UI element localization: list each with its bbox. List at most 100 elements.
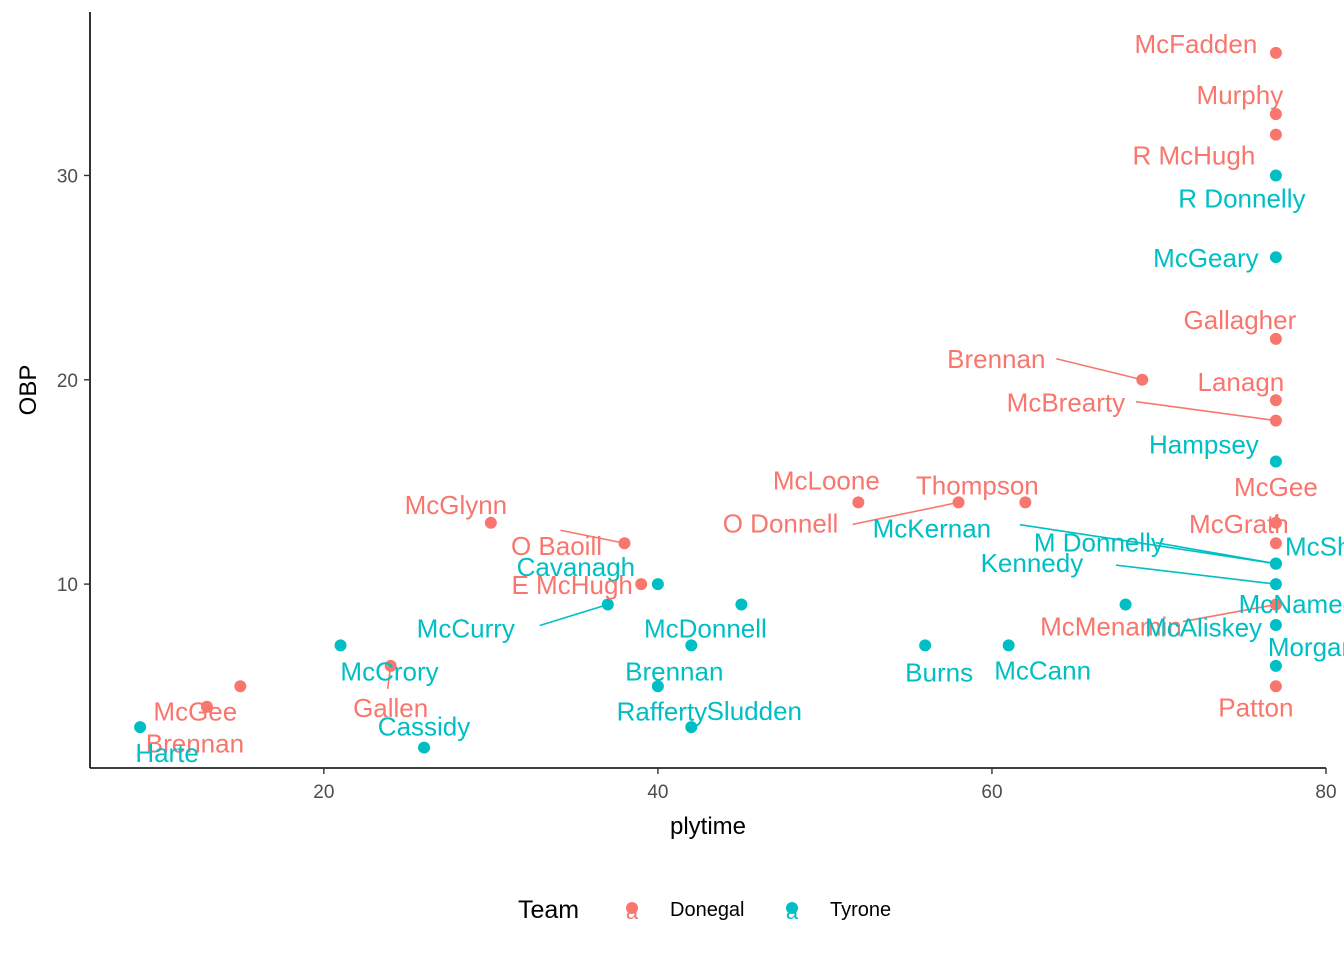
data-point-tyrone xyxy=(1269,557,1282,570)
data-point-donegal xyxy=(1269,108,1282,121)
data-point-tyrone xyxy=(651,578,664,591)
data-point-tyrone xyxy=(735,598,748,611)
data-point-donegal xyxy=(1269,414,1282,427)
point-label: Morgan xyxy=(1268,632,1344,662)
data-point-tyrone xyxy=(1119,598,1132,611)
point-label: Cassidy xyxy=(378,712,470,742)
data-point-donegal xyxy=(1269,516,1282,529)
point-label: McKernan xyxy=(873,514,992,544)
label-leader-lines xyxy=(386,358,1277,689)
data-point-tyrone xyxy=(1269,659,1282,672)
y-tick-label: 10 xyxy=(57,575,78,596)
legend-key-donegal xyxy=(626,902,638,914)
data-point-donegal xyxy=(1269,680,1282,693)
axes: 20 40 60 80 10 20 30 xyxy=(57,12,1337,803)
label-leader-line xyxy=(1019,523,1277,565)
data-point-tyrone xyxy=(1269,169,1282,182)
point-label: Gallen xyxy=(353,693,428,723)
label-leader-line xyxy=(1056,358,1143,381)
data-point-donegal xyxy=(1019,496,1032,509)
data-point-donegal xyxy=(1269,46,1282,59)
point-label: McAliskey xyxy=(1145,613,1262,643)
y-tick-label: 20 xyxy=(57,371,78,392)
point-label: Brennan xyxy=(947,344,1045,374)
data-point-tyrone xyxy=(1269,618,1282,631)
point-label: Cavanagh xyxy=(517,552,636,582)
point-label: McGlynn xyxy=(405,490,508,520)
legend-key-glyph: a xyxy=(626,899,639,924)
point-labels: McFadden Murphy R McHugh R Donnelly McGeary G… xyxy=(135,29,1344,768)
point-label: McLoone xyxy=(773,465,880,495)
data-point-donegal xyxy=(1269,394,1282,407)
point-label: Brennan xyxy=(625,656,723,686)
data-point-donegal xyxy=(1269,598,1282,611)
point-label: Brennan xyxy=(146,729,244,759)
data-point-tyrone xyxy=(685,721,698,734)
point-label: Thompson xyxy=(916,470,1039,500)
data-point-donegal xyxy=(618,537,631,550)
data-point-donegal xyxy=(484,516,497,529)
x-tick-label: 60 xyxy=(981,782,1002,803)
data-point-tyrone xyxy=(134,721,147,734)
point-label: Sludden xyxy=(707,696,802,726)
point-label: Gallagher xyxy=(1184,305,1297,335)
x-tick-label: 20 xyxy=(313,782,334,803)
label-leader-line xyxy=(1155,541,1277,565)
legend-key-glyph: a xyxy=(786,899,799,924)
data-point-donegal xyxy=(852,496,865,509)
point-label: McDonnell xyxy=(644,614,767,644)
point-label: McCann xyxy=(994,655,1091,685)
data-point-tyrone xyxy=(685,639,698,652)
y-axis-title: OBP xyxy=(15,365,42,416)
point-label: McGrath xyxy=(1189,509,1289,539)
x-axis-title: plytime xyxy=(670,813,746,840)
data-point-tyrone xyxy=(1269,251,1282,264)
label-leader-line xyxy=(852,501,959,526)
point-label: McGee xyxy=(1234,472,1318,502)
data-point-tyrone xyxy=(334,639,347,652)
point-label: O Baoill xyxy=(511,531,602,561)
label-leader-line xyxy=(1182,603,1277,623)
data-point-tyrone xyxy=(601,598,614,611)
legend-title: Team xyxy=(518,896,579,924)
label-leader-line xyxy=(1115,564,1276,585)
data-point-tyrone xyxy=(1269,578,1282,591)
legend-label-tyrone: Tyrone xyxy=(830,899,891,921)
data-point-tyrone xyxy=(1002,639,1015,652)
label-leader-line xyxy=(560,529,625,545)
point-label: McCurry xyxy=(417,614,515,644)
point-label: Lanagn xyxy=(1198,367,1285,397)
point-label: Harte xyxy=(135,738,199,768)
label-leader-line xyxy=(539,603,609,627)
data-point-donegal xyxy=(384,659,397,672)
point-label: Kennedy xyxy=(981,548,1084,578)
point-label: McShane xyxy=(1285,532,1344,562)
data-points xyxy=(134,46,1282,754)
label-leader-line xyxy=(1135,400,1276,422)
data-point-tyrone xyxy=(418,741,431,754)
data-point-donegal xyxy=(952,496,965,509)
point-label: McMenamin xyxy=(1040,612,1182,642)
point-label: McGee xyxy=(153,696,237,726)
data-point-tyrone xyxy=(1269,455,1282,468)
y-tick-label: 30 xyxy=(57,166,78,187)
legend-key-tyrone xyxy=(786,902,798,914)
legend-label-donegal: Donegal xyxy=(670,899,745,921)
data-point-donegal xyxy=(1269,332,1282,345)
x-tick-label: 40 xyxy=(647,782,668,803)
point-label: McNamee xyxy=(1239,589,1344,619)
point-label: O Donnell xyxy=(723,508,839,538)
point-label: M Donnelly xyxy=(1034,528,1164,558)
data-point-donegal xyxy=(200,700,213,713)
data-point-tyrone xyxy=(919,639,932,652)
point-label: R McHugh xyxy=(1132,141,1255,171)
point-label: Burns xyxy=(905,657,973,687)
point-label: McGeary xyxy=(1153,243,1258,273)
data-point-donegal xyxy=(1269,128,1282,141)
data-point-tyrone xyxy=(651,680,664,693)
data-point-donegal xyxy=(1269,537,1282,550)
data-point-donegal xyxy=(1136,373,1149,386)
point-label: McBrearty xyxy=(1007,388,1125,418)
point-label: Rafferty xyxy=(617,696,708,726)
point-label: Hampsey xyxy=(1149,430,1259,460)
